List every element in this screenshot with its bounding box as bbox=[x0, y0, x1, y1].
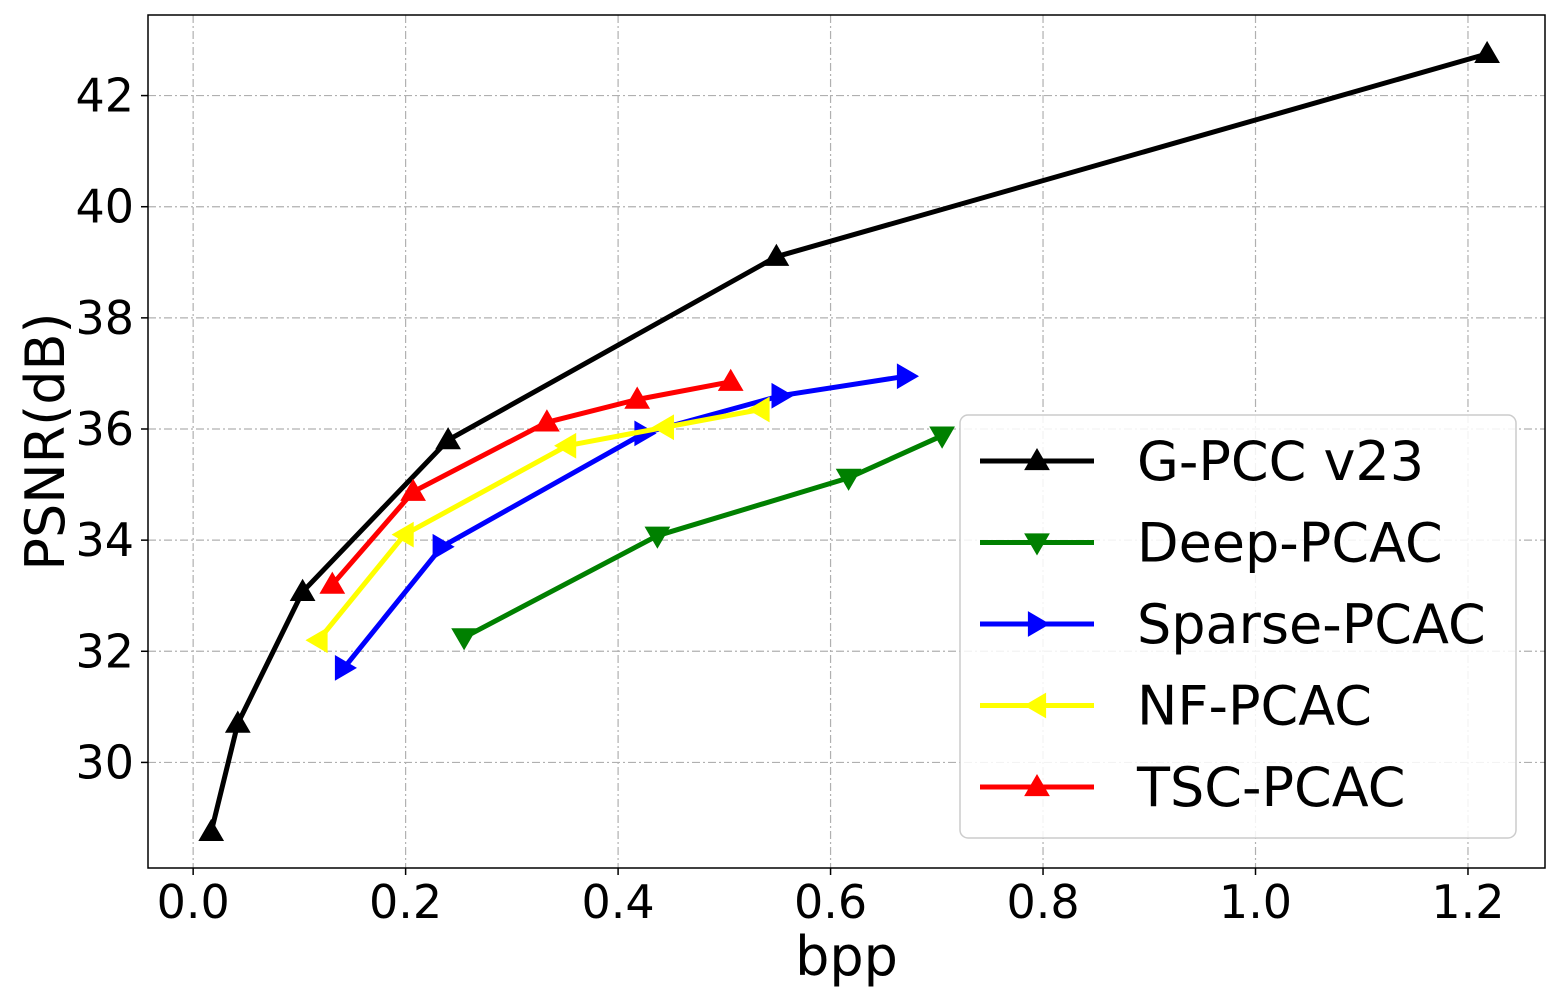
series-tsc-pcac bbox=[319, 368, 744, 594]
series-line bbox=[330, 379, 732, 587]
data-point bbox=[451, 628, 477, 651]
x-tick-label: 0.0 bbox=[157, 875, 230, 929]
legend-label: Deep-PCAC bbox=[1137, 512, 1443, 575]
data-point bbox=[929, 426, 955, 449]
y-tick-label: 36 bbox=[75, 402, 134, 456]
data-point bbox=[835, 468, 862, 491]
x-tick-label: 0.2 bbox=[369, 875, 442, 929]
plot-frame bbox=[147, 14, 1546, 869]
data-point bbox=[319, 571, 346, 594]
data-point bbox=[644, 526, 671, 549]
axis-ticks: 0.0 0.2 0.4 0.6 0.8 1.0 1.2 30 32 34 36 38 40 42 bbox=[75, 69, 1504, 929]
legend-item: NF-PCAC bbox=[980, 675, 1372, 738]
data-point bbox=[334, 655, 357, 681]
data-point bbox=[763, 243, 790, 266]
data-point bbox=[391, 521, 414, 548]
x-tick-label: 1.0 bbox=[1219, 875, 1292, 929]
x-axis-label: bpp bbox=[795, 925, 898, 988]
legend-item: Deep-PCAC bbox=[980, 512, 1443, 575]
series-g-pcc-v23 bbox=[198, 40, 1500, 841]
legend-marker bbox=[1024, 448, 1050, 471]
legend-box bbox=[959, 414, 1517, 839]
legend-marker bbox=[1024, 774, 1050, 797]
data-point bbox=[400, 478, 426, 501]
data-point bbox=[435, 427, 461, 450]
legend-marker bbox=[1027, 611, 1050, 637]
x-tick-label: 0.6 bbox=[794, 875, 867, 929]
data-point bbox=[624, 386, 651, 409]
data-point bbox=[1474, 40, 1500, 63]
legend-marker bbox=[1024, 692, 1047, 719]
y-tick-label: 34 bbox=[75, 513, 134, 567]
legend-item: G-PCC v23 bbox=[980, 430, 1424, 493]
legend-label: Sparse-PCAC bbox=[1137, 593, 1486, 656]
y-tick-label: 38 bbox=[75, 291, 134, 345]
series-line bbox=[462, 433, 944, 640]
y-tick-label: 42 bbox=[75, 69, 134, 123]
data-point bbox=[747, 396, 770, 423]
y-tick-label: 32 bbox=[75, 624, 134, 678]
legend-marker bbox=[1024, 533, 1050, 556]
data-point bbox=[305, 627, 328, 654]
data-point bbox=[198, 818, 225, 841]
series-line bbox=[208, 51, 1488, 833]
legend-item: TSC-PCAC bbox=[980, 756, 1405, 819]
series-deep-pcac bbox=[451, 426, 955, 651]
x-tick-label: 0.8 bbox=[1006, 875, 1079, 929]
data-point bbox=[224, 710, 251, 733]
data-point bbox=[554, 432, 577, 459]
legend-item: Sparse-PCAC bbox=[980, 593, 1486, 656]
data-point bbox=[771, 382, 794, 409]
data-point bbox=[534, 409, 560, 432]
plot-series bbox=[198, 40, 1500, 841]
legend-label: G-PCC v23 bbox=[1137, 430, 1424, 493]
x-tick-label: 0.4 bbox=[582, 875, 655, 929]
y-axis-label: PSNR(dB) bbox=[14, 312, 77, 570]
data-point bbox=[432, 533, 455, 560]
data-point bbox=[651, 414, 674, 441]
legend-label: NF-PCAC bbox=[1137, 675, 1372, 738]
series-nf-pcac bbox=[305, 396, 770, 654]
y-tick-label: 40 bbox=[75, 180, 134, 234]
legend-label: TSC-PCAC bbox=[1136, 756, 1405, 819]
data-point bbox=[896, 363, 919, 390]
data-point bbox=[289, 578, 316, 601]
x-tick-label: 1.2 bbox=[1431, 875, 1504, 929]
y-tick-label: 30 bbox=[75, 735, 134, 789]
legend: G-PCC v23 Deep-PCAC Sparse-PCAC NF-PCAC TSC-… bbox=[959, 414, 1517, 839]
data-point bbox=[717, 368, 744, 391]
